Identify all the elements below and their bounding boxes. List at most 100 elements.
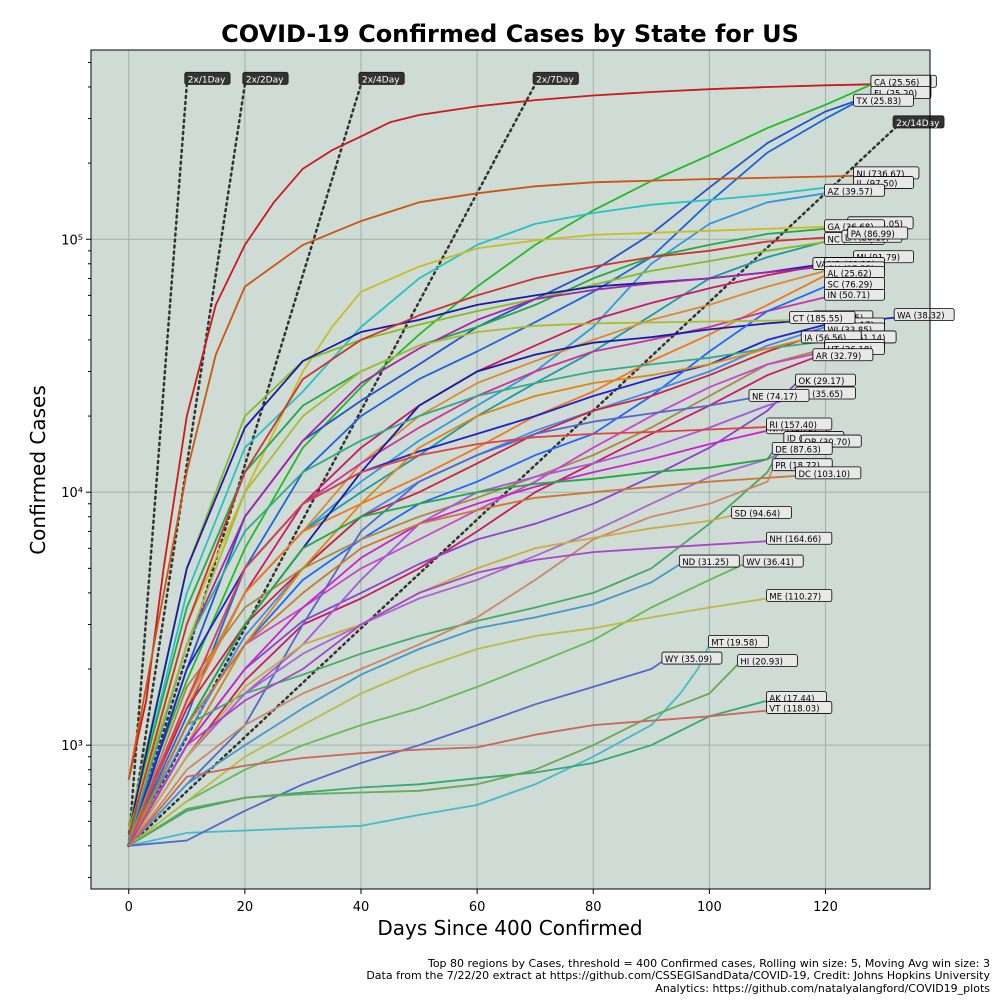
series-line: [127, 443, 803, 847]
series-label-box: [771, 441, 833, 455]
doubling-label-box: [184, 71, 231, 85]
x-tick-label: 80: [585, 900, 602, 915]
doubling-label: 2x/1Day: [188, 75, 226, 85]
series-label: PA (86.99): [851, 230, 895, 240]
series-label-box: [824, 183, 885, 197]
doubling-label-box: [892, 115, 945, 129]
series-label: SC (76.29): [827, 281, 872, 291]
series-label: ND (31.25): [682, 558, 729, 568]
series-label-box: [766, 531, 833, 545]
series-label: NJ (736.67): [857, 170, 905, 180]
axes: 0 20 40 60 80 100 120 10³ 10⁴ 10⁵: [61, 61, 838, 915]
doubling-label: 2x/2Day: [246, 75, 284, 85]
series-label: CT (185.55): [793, 314, 843, 324]
doubling-line: [127, 83, 247, 848]
series-label-box: [893, 308, 955, 322]
series-label: SD (94.64): [735, 509, 781, 519]
footer-line-3: Analytics: https://github.com/natalyalan…: [655, 982, 990, 995]
series-label: WA (38.32): [897, 312, 944, 322]
series-label-box: [789, 310, 856, 324]
series-line: [128, 563, 681, 847]
doubling-line: [127, 83, 363, 848]
series-line: [127, 475, 797, 847]
series-label-box: [795, 466, 862, 480]
series-label: AK (17.44): [769, 695, 814, 705]
series-line: [127, 319, 791, 831]
series-line: [128, 663, 740, 847]
series-label: OK (29.17): [798, 377, 844, 387]
series-label: KS (35.65): [798, 390, 843, 400]
series-lines: [127, 83, 896, 847]
series-label-box: [661, 651, 723, 665]
doubling-label-box: [358, 71, 405, 85]
x-tick-label: 100: [697, 900, 722, 915]
series-label-box: [736, 654, 798, 668]
series-label: CA (25.56): [874, 78, 919, 88]
series-label-box: [766, 417, 833, 431]
series-line: [127, 347, 826, 844]
series-line: [127, 429, 768, 847]
series-label: WY (35.09): [665, 655, 712, 665]
doubling-label: 2x/4Day: [362, 75, 400, 85]
series-label-box: [812, 348, 874, 362]
series-line: [127, 450, 774, 847]
y-axis-label: Confirmed Cases: [26, 385, 50, 555]
doubling-line: [127, 83, 189, 848]
series-line: [127, 175, 855, 780]
series-line: [128, 397, 751, 847]
series-line: [127, 467, 775, 847]
series-label: NH (164.66): [769, 535, 821, 545]
series-line: [127, 238, 844, 829]
chart-title: COVID-19 Confirmed Cases by State for US: [221, 20, 799, 48]
series-label: IA (56.56): [804, 334, 846, 344]
y-tick-label: 10⁴: [61, 486, 83, 501]
series-label-box: [853, 93, 914, 107]
y-tick-label: 10⁵: [61, 233, 83, 248]
doubling-label-box: [532, 71, 579, 85]
series-label: IN (50.71): [827, 291, 870, 301]
series-label: TX (25.83): [856, 97, 902, 107]
series-line: [128, 597, 768, 847]
series-line: [128, 563, 745, 847]
series-label-box: [707, 635, 769, 648]
series-label: RI (157.40): [769, 421, 817, 431]
series-label: VT (118.03): [769, 705, 819, 715]
series-label: DC (103.10): [798, 470, 850, 480]
series-line: [127, 426, 768, 847]
series-label: AZ (39.57): [827, 187, 872, 197]
y-tick-label: 10³: [61, 739, 83, 754]
series-label: WV (36.41): [746, 558, 794, 568]
series-line: [127, 83, 872, 780]
series-label: HI (20.93): [740, 658, 783, 668]
series-label-box: [847, 226, 909, 240]
series-label-box: [795, 373, 856, 387]
series-line: [127, 265, 826, 841]
series-label: MT (19.58): [711, 639, 757, 649]
series-label-box: [766, 589, 833, 602]
series-label-box: [678, 554, 740, 568]
series-line: [127, 514, 733, 847]
series-line: [127, 339, 838, 841]
series-line: [128, 709, 768, 847]
x-tick-label: 0: [125, 900, 133, 915]
x-tick-label: 120: [813, 900, 838, 915]
series-line: [127, 540, 768, 847]
series-line: [128, 644, 711, 847]
series-label: AL (25.62): [827, 269, 871, 279]
series-line: [127, 184, 855, 831]
x-axis-label: Days Since 400 Confirmed: [377, 916, 642, 940]
series-label-box: [742, 554, 804, 568]
doubling-label: 2x/7Day: [536, 75, 574, 85]
x-tick-label: 40: [353, 900, 370, 915]
series-label-box: [766, 701, 833, 714]
footer-line-1: Top 80 regions by Cases, threshold = 400…: [427, 957, 990, 970]
series-label-box: [748, 388, 810, 402]
doubling-label: 2x/14Day: [896, 119, 940, 129]
series-labels: NY (435.97)CA (25.56)FL (25.20)TX (25.83…: [661, 74, 955, 715]
x-tick-label: 60: [469, 900, 486, 915]
series-line: [127, 235, 849, 836]
series-label: NE (74.17): [752, 392, 797, 402]
series-label: DE (87.63): [775, 445, 821, 455]
series-label: CO (61.14): [839, 334, 885, 344]
